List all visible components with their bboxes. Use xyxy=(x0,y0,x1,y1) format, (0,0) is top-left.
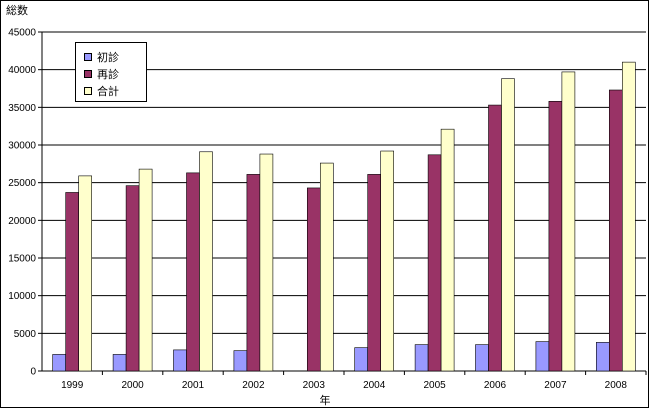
bar xyxy=(548,101,563,372)
bar xyxy=(125,185,140,372)
legend-label: 合計 xyxy=(97,84,119,98)
y-tick-label: 25000 xyxy=(8,178,36,189)
x-tick-label: 2004 xyxy=(363,380,386,391)
x-tick-label: 2001 xyxy=(182,380,205,391)
y-axis-label: 総数 xyxy=(6,4,28,17)
bar xyxy=(595,342,610,372)
bar xyxy=(414,344,429,372)
legend-swatch xyxy=(84,69,92,78)
bar xyxy=(246,174,261,372)
y-tick-label: 15000 xyxy=(8,254,36,265)
y-tick-label: 0 xyxy=(30,367,36,378)
bar xyxy=(112,354,127,372)
bar xyxy=(561,71,576,372)
x-tick-label: 1999 xyxy=(61,380,84,391)
bar xyxy=(427,154,442,372)
y-tick-label: 30000 xyxy=(8,141,36,152)
bar xyxy=(78,175,92,372)
x-tick-label: 2003 xyxy=(303,380,326,391)
bar xyxy=(535,341,550,372)
legend-swatch xyxy=(84,52,92,61)
x-tick-label: 2000 xyxy=(121,380,144,391)
y-tick-label: 10000 xyxy=(8,291,36,302)
x-tick-label: 2005 xyxy=(423,380,446,391)
x-tick-label: 2008 xyxy=(605,380,628,391)
bar xyxy=(621,61,636,372)
x-axis-label: 年 xyxy=(319,394,331,407)
bar xyxy=(380,150,395,372)
bar xyxy=(354,347,369,372)
bar xyxy=(173,349,187,372)
bar xyxy=(440,128,455,372)
bar xyxy=(259,153,274,372)
legend-item: 再診 xyxy=(84,65,146,82)
bar xyxy=(501,78,515,372)
bar xyxy=(233,350,248,372)
legend-label: 初診 xyxy=(97,50,119,64)
bar xyxy=(488,104,502,372)
bar xyxy=(367,174,382,372)
legend-item: 初診 xyxy=(84,48,146,65)
bar xyxy=(138,168,153,372)
bar xyxy=(186,172,200,372)
legend: 初診 再診 合計 xyxy=(75,42,147,102)
y-tick-label: 35000 xyxy=(8,103,36,114)
bar xyxy=(199,151,213,372)
legend-label: 再診 xyxy=(97,67,119,81)
bar xyxy=(608,89,623,372)
y-tick-label: 40000 xyxy=(8,65,36,76)
y-tick-label: 20000 xyxy=(8,216,36,227)
x-tick-label: 2006 xyxy=(484,380,507,391)
x-tick-label: 2007 xyxy=(544,380,567,391)
bar xyxy=(319,162,334,372)
y-tick-label: 45000 xyxy=(8,28,36,39)
x-tick-label: 2002 xyxy=(242,380,265,391)
bar xyxy=(52,354,67,372)
bar xyxy=(475,344,489,372)
legend-swatch xyxy=(84,86,92,95)
legend-item: 合計 xyxy=(84,82,146,99)
bar xyxy=(65,192,79,372)
bar xyxy=(306,187,321,372)
y-tick-label: 5000 xyxy=(14,329,37,340)
